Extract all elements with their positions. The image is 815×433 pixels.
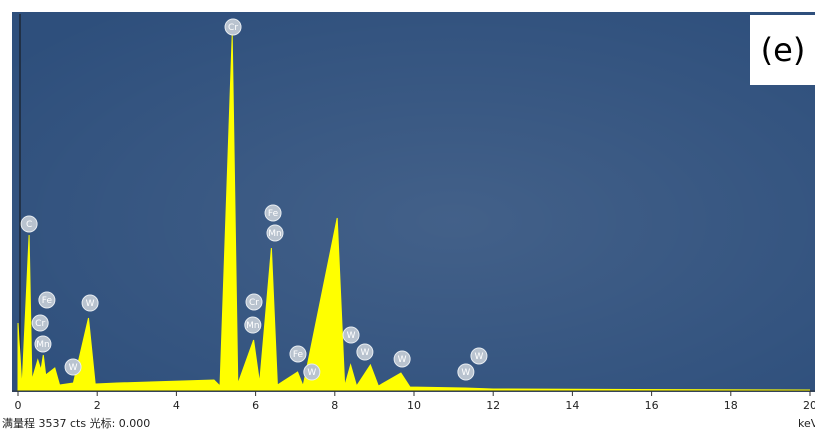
element-label: Fe: [290, 346, 306, 362]
element-label: W: [357, 344, 373, 360]
texture: [12, 12, 815, 392]
x-tick-label: 0: [15, 399, 22, 412]
element-label-text: Fe: [268, 209, 279, 219]
x-tick-label: 12: [486, 399, 500, 412]
element-label-text: W: [347, 331, 356, 341]
element-label-text: Fe: [293, 350, 304, 360]
element-label: Mn: [267, 225, 283, 241]
x-tick-label: 16: [645, 399, 659, 412]
x-tick-label: 8: [331, 399, 338, 412]
element-label: W: [304, 364, 320, 380]
x-tick-label: 4: [173, 399, 180, 412]
element-label-text: W: [360, 348, 369, 358]
x-tick-label: 2: [94, 399, 101, 412]
x-tick-label: 18: [724, 399, 738, 412]
element-label: Cr: [225, 19, 241, 35]
panel-label: (e): [761, 31, 806, 69]
element-label-text: W: [307, 368, 316, 378]
x-axis-label: keV: [798, 417, 815, 430]
element-label: Fe: [265, 205, 281, 221]
page: {"chart_data": {"type": "area", "color":…: [0, 0, 815, 433]
element-label: W: [471, 348, 487, 364]
element-label: Fe: [39, 292, 55, 308]
element-label-text: W: [474, 352, 483, 362]
element-label: W: [82, 295, 98, 311]
x-tick-label: 20: [803, 399, 815, 412]
element-label: Mn: [245, 317, 261, 333]
element-label-text: Mn: [246, 321, 259, 331]
chart: CrCFeCrMnWWCrMnFeMnFeWWWWWW (e) keV 满量程 …: [0, 0, 815, 433]
status-text: 满量程 3537 cts 光标: 0.000: [2, 416, 150, 430]
element-label-text: Fe: [42, 296, 53, 306]
x-tick-label: 10: [407, 399, 421, 412]
element-label-text: Mn: [36, 340, 49, 350]
element-label-text: Cr: [228, 23, 238, 33]
element-label: Cr: [246, 294, 262, 310]
element-label: C: [21, 216, 37, 232]
element-label: Cr: [32, 315, 48, 331]
element-label-text: Cr: [249, 298, 259, 308]
element-label: W: [343, 327, 359, 343]
element-label: W: [65, 359, 81, 375]
element-label: Mn: [35, 336, 51, 352]
x-tick-label: 14: [565, 399, 579, 412]
element-label-text: Cr: [35, 319, 45, 329]
element-label-text: C: [26, 220, 32, 230]
element-label: W: [458, 364, 474, 380]
element-label-text: Mn: [268, 229, 281, 239]
element-label-text: W: [69, 363, 78, 373]
x-tick-label: 6: [252, 399, 259, 412]
element-label-text: W: [398, 355, 407, 365]
element-label-text: W: [86, 299, 95, 309]
element-label: W: [394, 351, 410, 367]
element-label-text: W: [461, 368, 470, 378]
